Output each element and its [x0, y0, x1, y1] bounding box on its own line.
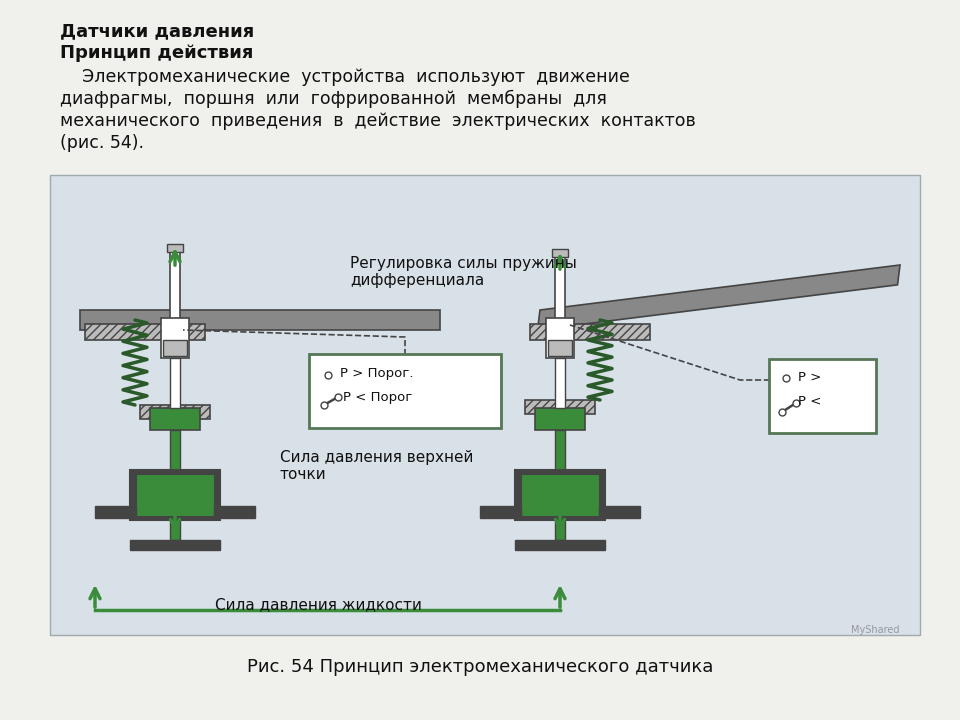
- Bar: [552, 249, 568, 257]
- Text: Принцип действия: Принцип действия: [60, 44, 253, 62]
- Bar: [170, 430, 180, 470]
- Text: (рис. 54).: (рис. 54).: [60, 134, 144, 152]
- Bar: [555, 520, 565, 540]
- Bar: [130, 540, 220, 550]
- Text: Сила давления жидкости: Сила давления жидкости: [215, 597, 421, 612]
- FancyBboxPatch shape: [309, 354, 501, 428]
- Bar: [150, 408, 200, 430]
- Bar: [525, 400, 595, 414]
- Bar: [515, 540, 605, 550]
- Bar: [214, 506, 255, 518]
- Text: P >: P >: [798, 371, 822, 384]
- Bar: [515, 470, 605, 520]
- Bar: [480, 506, 521, 518]
- Bar: [548, 340, 572, 356]
- FancyBboxPatch shape: [769, 359, 876, 433]
- Bar: [170, 250, 180, 320]
- Text: P > Порог.: P > Порог.: [340, 367, 414, 380]
- Text: Регулировка силы пружины
дифференциала: Регулировка силы пружины дифференциала: [350, 256, 577, 289]
- Bar: [555, 430, 565, 470]
- Bar: [136, 474, 214, 516]
- Bar: [50, 175, 920, 635]
- Bar: [80, 310, 440, 330]
- Bar: [555, 255, 565, 320]
- Text: Датчики давления: Датчики давления: [60, 22, 254, 40]
- Bar: [85, 324, 205, 340]
- Text: P <: P <: [798, 395, 822, 408]
- Text: Рис. 54 Принцип электромеханического датчика: Рис. 54 Принцип электромеханического дат…: [247, 658, 713, 676]
- Text: диафрагмы,  поршня  или  гофрированной  мембраны  для: диафрагмы, поршня или гофрированной мемб…: [60, 90, 607, 108]
- Bar: [599, 506, 640, 518]
- Bar: [170, 358, 180, 408]
- Text: MyShared: MyShared: [852, 625, 900, 635]
- Bar: [546, 318, 574, 358]
- Bar: [530, 324, 650, 340]
- Text: Сила давления верхней
точки: Сила давления верхней точки: [280, 450, 473, 482]
- Bar: [95, 506, 136, 518]
- Bar: [130, 470, 220, 520]
- Bar: [555, 358, 565, 408]
- Text: Электромеханические  устройства  используют  движение: Электромеханические устройства использую…: [60, 68, 630, 86]
- Bar: [163, 340, 187, 356]
- Bar: [170, 520, 180, 540]
- Bar: [535, 408, 585, 430]
- Bar: [140, 405, 210, 419]
- Bar: [521, 474, 599, 516]
- Bar: [167, 244, 183, 252]
- Polygon shape: [538, 265, 900, 330]
- Bar: [161, 318, 189, 358]
- Text: P < Порог: P < Порог: [343, 391, 413, 404]
- Text: механического  приведения  в  действие  электрических  контактов: механического приведения в действие элек…: [60, 112, 696, 130]
